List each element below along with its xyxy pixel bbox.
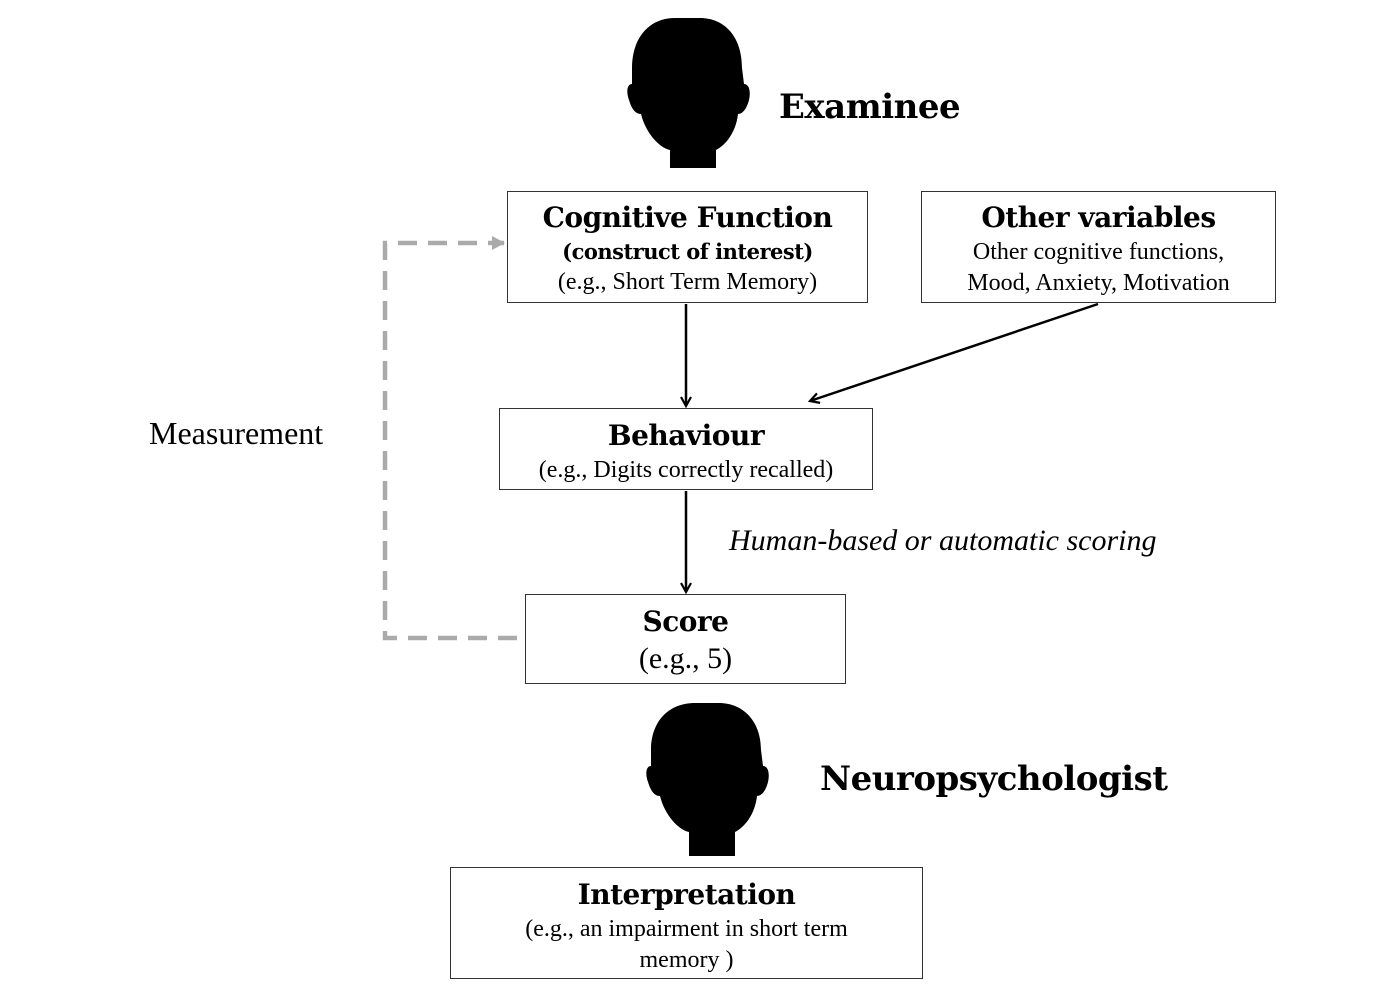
- neuropsychologist-head-icon: [646, 703, 769, 856]
- interpretation-box: Interpretation (e.g., an impairment in s…: [450, 867, 923, 979]
- examinee-head-icon: [627, 18, 750, 168]
- measurement-dashed-arrow: [382, 236, 517, 641]
- behaviour-box: Behaviour (e.g., Digits correctly recall…: [499, 408, 873, 490]
- scoring-label: Human-based or automatic scoring: [729, 524, 1157, 557]
- interpretation-line2: memory ): [639, 947, 734, 973]
- score-example: (e.g., 5): [638, 642, 733, 675]
- other-variables-line1: Other cognitive functions,: [972, 239, 1225, 265]
- cognitive-function-title: Cognitive Function: [542, 201, 833, 234]
- cognitive-function-box: Cognitive Function (construct of interes…: [507, 191, 868, 303]
- other-variables-line2: Mood, Anxiety, Motivation: [967, 270, 1230, 296]
- other-variables-box: Other variables Other cognitive function…: [921, 191, 1276, 303]
- cognitive-function-example: (e.g., Short Term Memory): [557, 269, 818, 295]
- behaviour-example: (e.g., Digits correctly recalled): [538, 457, 834, 483]
- interpretation-title: Interpretation: [577, 878, 796, 911]
- interpretation-line1: (e.g., an impairment in short term: [525, 916, 848, 942]
- measurement-label: Measurement: [149, 415, 324, 451]
- examinee-label: Examinee: [779, 87, 961, 127]
- neuropsychologist-label: Neuropsychologist: [820, 759, 1168, 799]
- arrow-other-to-behaviour: [810, 302, 1099, 401]
- behaviour-title: Behaviour: [607, 419, 765, 452]
- score-title: Score: [642, 605, 729, 638]
- score-box: Score (e.g., 5): [525, 594, 846, 684]
- other-variables-title: Other variables: [981, 201, 1216, 234]
- cognitive-function-subtitle: (construct of interest): [562, 239, 813, 264]
